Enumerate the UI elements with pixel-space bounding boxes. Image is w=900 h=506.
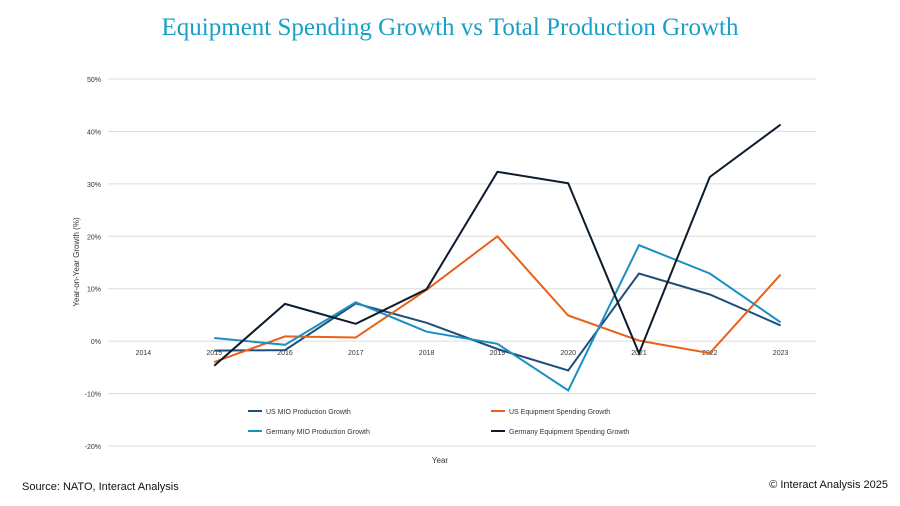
x-tick-label: 2018 — [419, 350, 435, 357]
series-line — [214, 243, 782, 392]
x-tick-label: 2020 — [560, 350, 576, 357]
x-tick-label: 2014 — [136, 350, 152, 357]
copyright-note: © Interact Analysis 2025 — [769, 479, 888, 491]
y-tick-label: 20% — [87, 234, 101, 241]
source-note: Source: NATO, Interact Analysis — [22, 481, 179, 493]
x-tick-label: 2016 — [277, 350, 293, 357]
x-tick-label: 2015 — [206, 350, 222, 357]
legend-item: Germany MIO Production Growth — [248, 429, 370, 436]
legend-item: US Equipment Spending Growth — [491, 409, 610, 416]
legend: US MIO Production Growth US Equipment Spe… — [248, 409, 629, 436]
y-tick-label: 30% — [87, 182, 101, 189]
series-line — [214, 272, 781, 372]
series-line — [213, 123, 782, 367]
y-tick-label: 0% — [91, 339, 101, 346]
y-tick-label: 40% — [87, 129, 101, 136]
legend-label: US Equipment Spending Growth — [509, 409, 610, 416]
x-tick-label: 2017 — [348, 350, 364, 357]
series-lines — [213, 123, 782, 392]
legend-label: US MIO Production Growth — [266, 409, 351, 416]
gridlines — [108, 78, 816, 447]
legend-item: US MIO Production Growth — [248, 409, 351, 416]
x-tick-label: 2019 — [490, 350, 506, 357]
series-line — [213, 234, 782, 364]
x-axis-label: Year — [432, 456, 449, 465]
y-tick-label: 10% — [87, 287, 101, 294]
chart-title: Equipment Spending Growth vs Total Produ… — [161, 14, 739, 41]
legend-label: Germany MIO Production Growth — [266, 429, 370, 436]
y-tick-label: 50% — [87, 77, 101, 84]
y-axis-label: Year-on-Year Growth (%) — [72, 217, 81, 307]
legend-label: Germany Equipment Spending Growth — [509, 429, 629, 436]
y-axis-ticks: 50% 40% 30% 20% 10% 0% -10% -20% — [85, 77, 101, 451]
x-tick-label: 2023 — [773, 350, 789, 357]
y-tick-label: -20% — [85, 444, 101, 451]
legend-item: Germany Equipment Spending Growth — [491, 429, 629, 436]
y-tick-label: -10% — [85, 392, 101, 399]
